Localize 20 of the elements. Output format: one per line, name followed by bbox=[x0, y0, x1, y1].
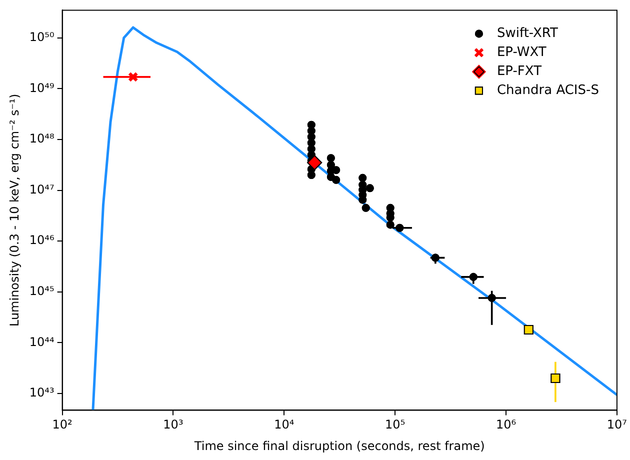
x-tick-label: 10³ bbox=[163, 418, 184, 432]
x-tick-label: 10⁵ bbox=[385, 418, 406, 432]
legend-label: EP-WXT bbox=[496, 45, 546, 60]
x-tick-label: 10⁷ bbox=[606, 418, 628, 432]
y-tick-label: 10⁴⁴ bbox=[29, 334, 54, 349]
legend-label: EP-FXT bbox=[496, 64, 542, 80]
y-tick-label: 10⁴³ bbox=[29, 386, 54, 400]
legend-label: Chandra ACIS-S bbox=[496, 83, 599, 98]
x-tick-label: 10² bbox=[52, 418, 73, 432]
y-axis-title: Luminosity (0.3 - 10 keV, erg cm⁻² s⁻¹) bbox=[7, 94, 22, 327]
y-tick-label: 10⁴⁷ bbox=[29, 182, 54, 196]
y-tick-label: 10⁵⁰ bbox=[29, 30, 54, 44]
x-tick-label: 10⁴ bbox=[274, 418, 294, 432]
x-axis-title: Time since final disruption (seconds, rest frame) bbox=[193, 438, 485, 453]
y-tick-label: 10⁴⁸ bbox=[29, 132, 54, 146]
y-tick-label: 10⁴⁹ bbox=[29, 80, 54, 95]
y-tick-label: 10⁴⁵ bbox=[29, 284, 54, 298]
legend-label: Swift-XRT bbox=[496, 26, 558, 42]
y-tick-label: 10⁴⁶ bbox=[29, 233, 54, 248]
x-tick-label: 10⁶ bbox=[496, 418, 516, 432]
